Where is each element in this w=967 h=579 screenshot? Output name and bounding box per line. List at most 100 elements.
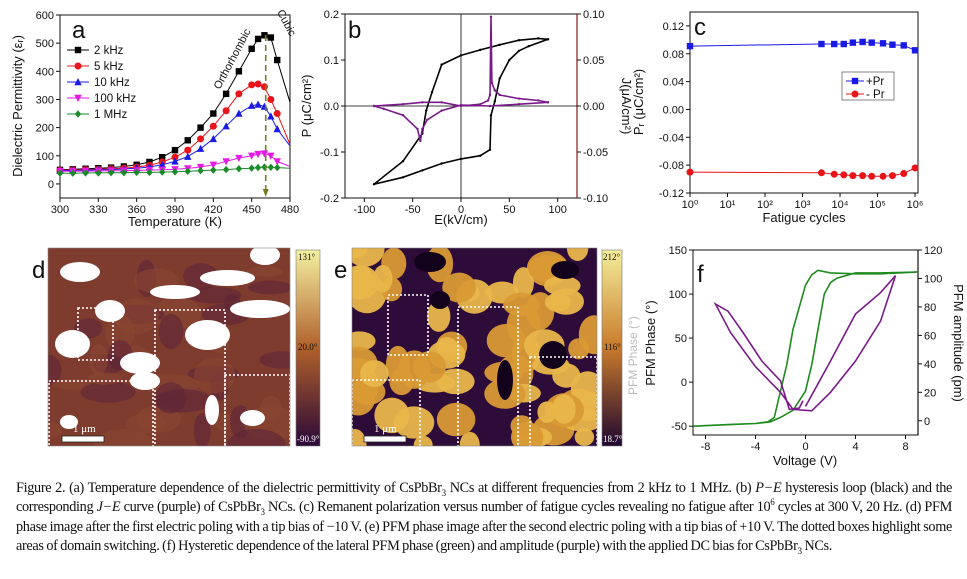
data-point <box>488 104 492 108</box>
data-point-marker <box>69 169 76 177</box>
colorbar-d <box>295 249 321 447</box>
data-point <box>416 127 419 131</box>
caption-segment: NCs at different frequencies from 2 kHz … <box>445 480 756 496</box>
y-tick-label: 600 <box>36 10 54 22</box>
series-pfm-amplitude <box>713 275 897 412</box>
switched-domain <box>240 410 265 426</box>
data-point-marker <box>146 168 153 177</box>
data-point <box>459 157 463 161</box>
data-point <box>459 54 463 57</box>
data-point-marker <box>273 125 281 133</box>
data-point-marker <box>254 100 262 108</box>
data-point-marker <box>267 112 275 120</box>
data-point <box>489 15 493 18</box>
x-tick-label: 10⁵ <box>869 199 886 211</box>
colorbar-e-min: 18.7° <box>603 434 623 444</box>
data-point <box>382 107 385 110</box>
data-point-marker <box>247 101 256 109</box>
panel-d-pfm-image: 131° 20.0° -90.9° 1 μm d <box>32 247 321 447</box>
y-tick-label: 0.00 <box>663 104 684 116</box>
caption-segment: P−E <box>755 480 782 496</box>
series-line <box>692 269 919 427</box>
legend-label: 2 kHz <box>94 45 124 57</box>
panel-label-d: d <box>32 257 45 284</box>
y2-tick-label: 100 <box>924 273 942 285</box>
data-point-marker <box>818 40 825 48</box>
x-tick-label: 4 <box>852 441 858 453</box>
data-point-marker <box>196 144 205 152</box>
data-point-marker <box>235 154 243 163</box>
data-point-marker <box>74 110 82 118</box>
domain-switching-box <box>387 294 429 356</box>
data-point-marker <box>274 163 281 172</box>
data-point-marker <box>254 150 262 159</box>
domain-switching-box <box>154 309 226 446</box>
x-tick-label: 8 <box>902 441 908 453</box>
data-point-marker <box>82 169 89 177</box>
y-tick-label: 100 <box>36 151 54 163</box>
plot-frame <box>689 11 919 194</box>
data-point-marker <box>248 81 256 89</box>
x-tick-label: 100 <box>548 204 566 216</box>
switched-domain <box>250 248 280 265</box>
data-point-marker <box>222 107 230 115</box>
data-point-marker <box>171 146 179 154</box>
series--pr <box>686 38 919 54</box>
arrow-down-icon <box>262 189 269 197</box>
y2-tick-label: 0.05 <box>583 55 604 67</box>
y-tick-label: 300 <box>36 94 54 106</box>
data-point <box>517 97 521 100</box>
panel-e-side-label: PFM Phase (°) <box>626 316 640 395</box>
panel-label-f: f <box>697 261 704 288</box>
data-point <box>401 160 405 163</box>
legend-label: 10 kHz <box>94 77 130 89</box>
x-axis-label: E(kV/cm) <box>434 212 487 227</box>
figure-panels: 300 330 360 390 420 450 4800100200300400500600… <box>10 8 966 468</box>
data-point <box>537 99 540 102</box>
data-point <box>546 38 550 41</box>
x-tick-label: -100 <box>353 204 375 216</box>
legend-label: +Pr <box>866 76 884 88</box>
domain-switching-box <box>48 380 154 446</box>
data-point-marker <box>107 168 115 177</box>
x-tick-label: 420 <box>204 204 222 216</box>
data-point <box>440 63 443 66</box>
data-point-marker <box>197 124 204 131</box>
series--pr <box>686 164 919 180</box>
data-point-marker <box>849 39 857 46</box>
data-point-marker <box>158 160 166 168</box>
data-point <box>493 89 497 92</box>
data-point-marker <box>171 157 179 165</box>
legend-label: - Pr <box>866 89 885 101</box>
panel-f-pfm-loop-chart: -8 -4 0 4 8 -50 0 50 100 150 0 20 40 60 80 100 120 Voltag… <box>643 245 966 468</box>
data-point-marker <box>889 41 896 48</box>
data-point-marker <box>159 153 166 161</box>
data-point-marker <box>267 34 275 41</box>
y-axis-label: Dielectric Permittivity (εᵣ) <box>10 35 25 177</box>
data-point <box>459 103 463 107</box>
y2-tick-label: 0.00 <box>583 101 604 113</box>
x-tick-label: -4 <box>751 441 761 453</box>
domain-switching-box <box>457 306 519 446</box>
y2-tick-label: 60 <box>924 330 936 342</box>
data-point-marker <box>74 46 82 54</box>
data-point-marker <box>859 38 866 46</box>
y2-tick-label: 80 <box>924 302 936 314</box>
switched-domain <box>95 300 125 322</box>
series-p-e-hysteresis-loop <box>372 37 550 186</box>
caption-segment: 3 <box>260 507 266 518</box>
x-axis-label: Voltage (V) <box>773 453 837 468</box>
caption-segment: 3 <box>441 487 447 498</box>
x-tick-label: 300 <box>51 204 69 216</box>
data-point-marker <box>267 95 275 103</box>
data-point-marker <box>911 164 919 172</box>
data-point-marker <box>859 172 867 180</box>
panel-label-a: a <box>72 17 86 44</box>
scale-bar-d-label: 1 μm <box>73 423 96 435</box>
data-point-marker <box>184 152 192 160</box>
caption-segment: cycles at 300 V, 20 Hz. (d) PFM phase im… <box>16 499 952 554</box>
series-line <box>713 275 897 412</box>
y-tick-label: -0.1 <box>320 147 339 159</box>
data-point <box>498 77 501 80</box>
data-point <box>517 39 521 42</box>
